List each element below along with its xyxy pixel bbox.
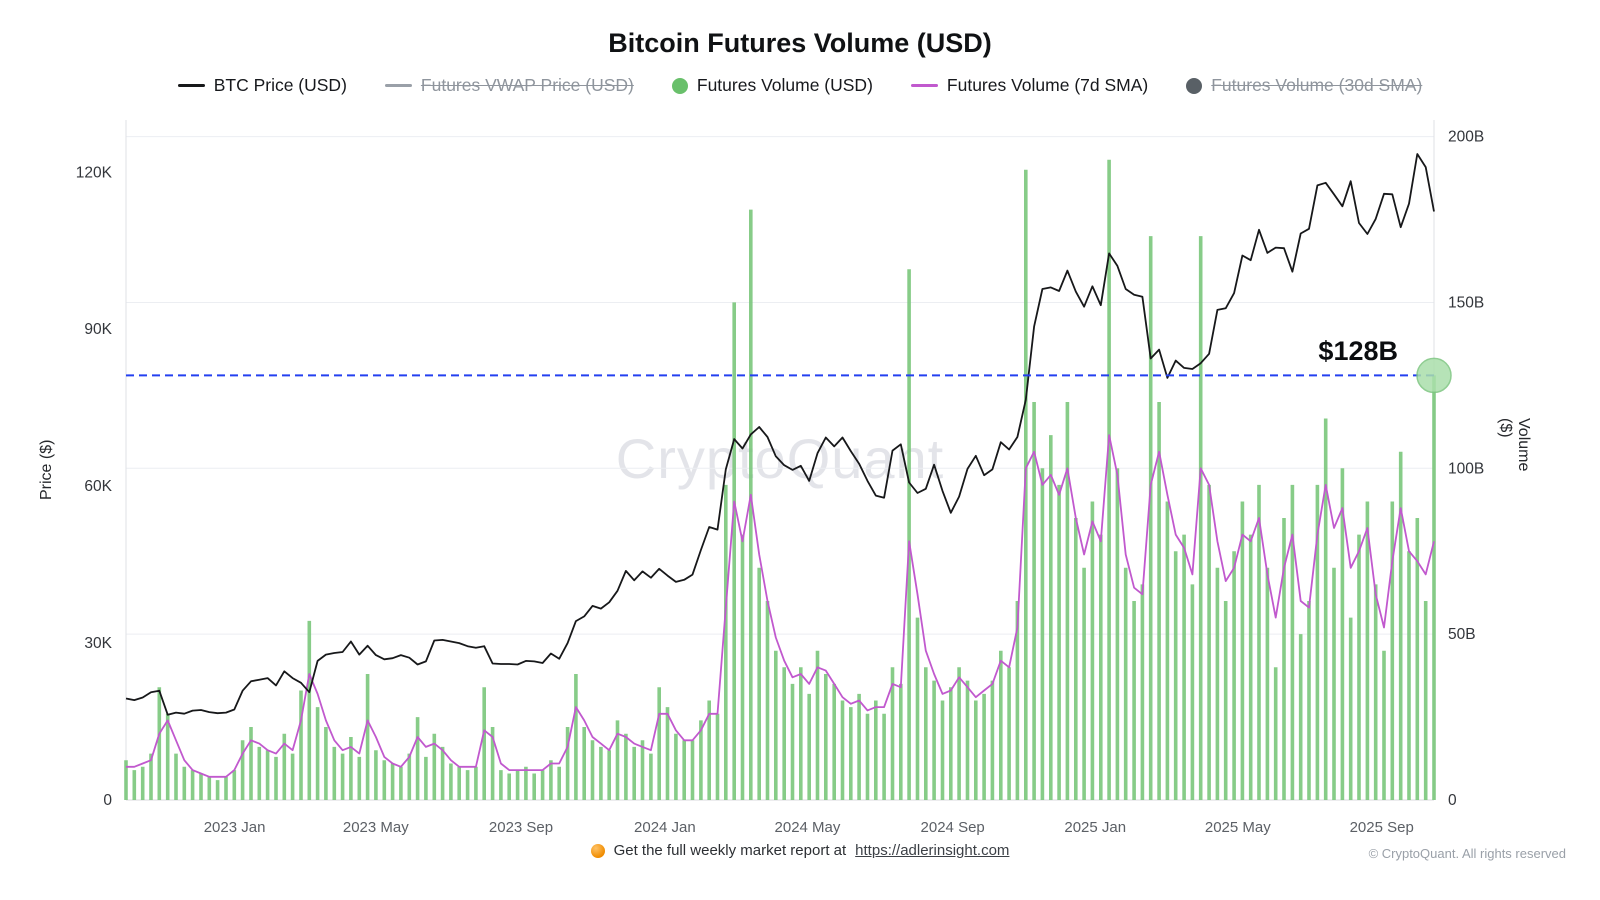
x-tick-label: 2023 Jan [204,819,266,836]
y-tick-label-right: 0 [1448,792,1457,809]
x-tick-label: 2023 Sep [489,819,553,836]
legend-label: Futures Volume (USD) [696,75,873,95]
legend-item-btc-price[interactable]: BTC Price (USD) [177,75,347,96]
sma30-dot-swatch-icon [1186,77,1203,94]
x-tick-label: 2024 May [775,819,841,836]
annotation-marker [1416,357,1452,394]
y-tick-label-right: 100B [1448,460,1484,477]
btc-price-line [125,153,1435,716]
x-tick-label: 2025 Sep [1350,819,1414,836]
x-tick-label: 2025 May [1205,819,1271,836]
y-tick-label-right: 200B [1448,129,1484,146]
footer-banner: Get the full weekly market report at htt… [0,842,1600,859]
y-tick-label-left: 90K [84,321,112,338]
y-tick-label-right: 150B [1448,294,1484,311]
vwap-line-swatch-icon [384,84,412,87]
annotation-price-label: $128B [1318,336,1398,366]
y-tick-label-left: 120K [76,164,113,181]
page-title: Bitcoin Futures Volume (USD) [608,28,992,58]
x-tick-label: 2023 May [343,819,409,836]
report-link[interactable]: https://adlerinsight.com [855,842,1010,859]
futures-volume-bars [124,159,1436,800]
legend-label: Futures VWAP Price (USD) [420,75,634,95]
y-tick-label-left: 30K [84,635,112,652]
y-axis-title-right: Volume ($) [1497,418,1532,472]
btc-price-line-swatch-icon [177,84,205,87]
y-axis-title-left: Price ($) [38,439,55,500]
y-tick-label-left: 60K [84,478,112,495]
copyright: © CryptoQuant. All rights reserved [1368,846,1566,861]
watermark: CryptoQuant [615,427,945,490]
legend-item-futures-volume-7d-sma[interactable]: Futures Volume (7d SMA) [910,75,1149,96]
y-tick-label-left: 0 [103,792,112,809]
legend-item-futures-vwap-price[interactable]: Futures VWAP Price (USD) [384,75,634,96]
volume-dot-swatch-icon [671,77,688,94]
sma7-line-swatch-icon [910,84,938,87]
x-tick-label: 2025 Jan [1064,819,1126,836]
legend-label: Futures Volume (7d SMA) [946,75,1149,95]
x-tick-label: 2024 Jan [634,819,696,836]
legend-label: Futures Volume (30d SMA) [1211,75,1423,95]
orange-dot-icon [590,843,605,858]
report-text: Get the full weekly market report at [613,842,847,859]
legend: BTC Price (USD) Futures VWAP Price (USD)… [0,75,1600,96]
legend-item-futures-volume-30d-sma[interactable]: Futures Volume (30d SMA) [1186,75,1422,96]
futures-volume-7d-sma-line [126,434,1435,778]
legend-item-futures-volume[interactable]: Futures Volume (USD) [671,75,873,96]
x-tick-label: 2024 Sep [921,819,985,836]
legend-label: BTC Price (USD) [213,75,347,95]
y-tick-label-right: 50B [1448,626,1476,643]
